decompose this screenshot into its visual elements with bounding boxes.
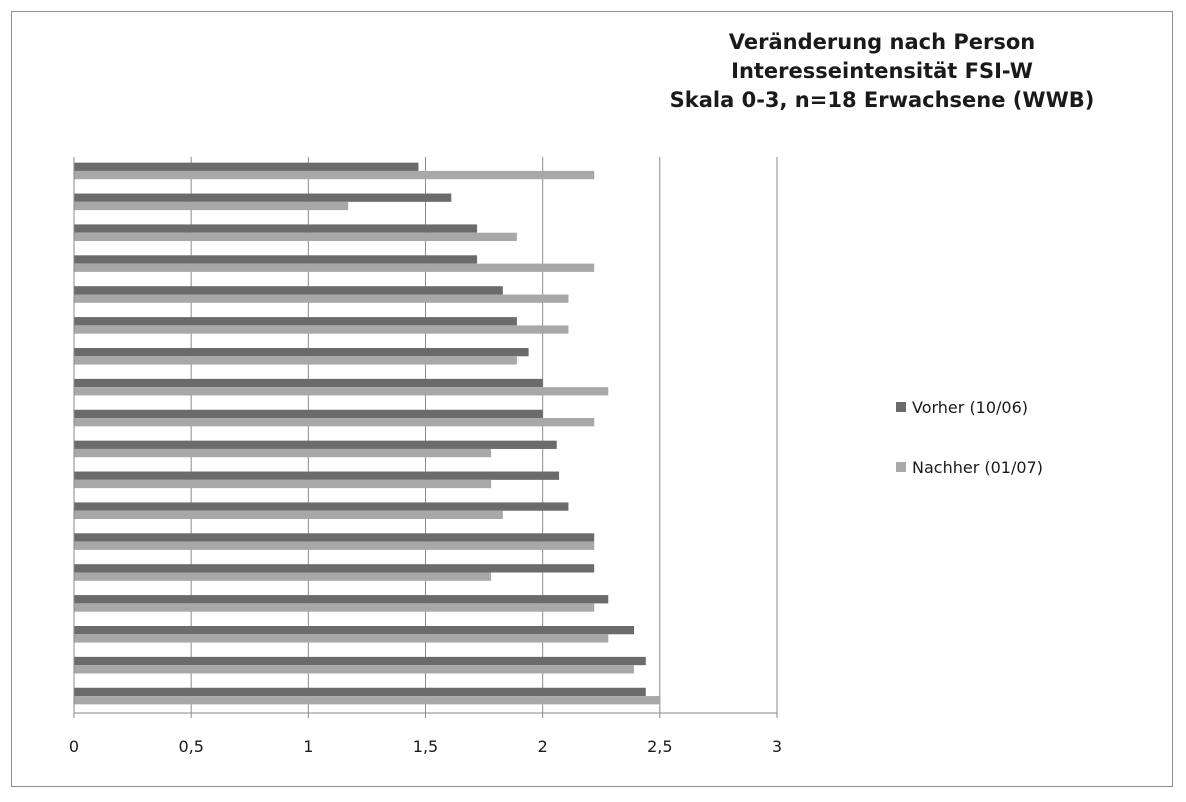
- bar-nachher: [74, 634, 609, 643]
- x-tick-label: 1: [303, 737, 313, 756]
- legend-swatch-nachher: [896, 462, 906, 472]
- bar-nachher: [74, 232, 517, 242]
- chart-title: Veränderung nach Person Interesseintensi…: [669, 30, 1095, 112]
- x-tick-label: 1,5: [413, 737, 438, 756]
- bar-vorher: [74, 378, 543, 388]
- bar-vorher: [74, 162, 419, 171]
- x-tick-labels: 0 0,5 1 1,5 2 2,5 3: [69, 737, 782, 756]
- bar-nachher: [74, 387, 609, 396]
- bar-vorher: [74, 224, 478, 233]
- legend-swatch-vorher: [896, 402, 906, 412]
- bar-vorher: [74, 409, 543, 419]
- bar-vorher: [74, 471, 560, 480]
- gridlines: [190, 157, 778, 713]
- bar-nachher: [74, 356, 517, 365]
- x-tick-label: 0: [69, 737, 79, 756]
- bar-vorher: [74, 656, 646, 666]
- bar-nachher: [74, 541, 595, 550]
- bar-nachher: [74, 572, 492, 581]
- bar-vorher: [74, 193, 452, 202]
- x-tick-label: 0,5: [178, 737, 203, 756]
- x-tick-label: 2: [538, 737, 548, 756]
- bar-vorher: [74, 255, 478, 264]
- bar-nachher: [74, 170, 595, 180]
- bar-nachher: [74, 325, 569, 334]
- bar-vorher: [74, 625, 635, 635]
- bar-nachher: [74, 510, 503, 520]
- legend: Vorher (10/06) Nachher (01/07): [896, 396, 1043, 516]
- bar-nachher: [74, 418, 595, 427]
- legend-item-vorher: Vorher (10/06): [896, 396, 1043, 418]
- bar-nachher: [74, 665, 635, 674]
- bar-nachher: [74, 479, 492, 489]
- bar-vorher: [74, 687, 646, 697]
- bar-nachher: [74, 294, 569, 303]
- bar-vorher: [74, 317, 517, 326]
- x-tick-label: 3: [772, 737, 782, 756]
- bar-vorher: [74, 347, 529, 357]
- bar-nachher: [74, 603, 595, 612]
- legend-item-nachher: Nachher (01/07): [896, 456, 1043, 478]
- bar-vorher: [74, 564, 595, 573]
- bar-vorher: [74, 286, 503, 295]
- bar-nachher: [74, 448, 492, 458]
- x-tick-label: 2,5: [647, 737, 672, 756]
- bar-vorher: [74, 533, 595, 542]
- bar-vorher: [74, 440, 557, 449]
- bar-vorher: [74, 595, 609, 604]
- bars: [74, 162, 660, 705]
- bar-vorher: [74, 502, 569, 511]
- bar-nachher: [74, 696, 660, 705]
- legend-label-nachher: Nachher (01/07): [912, 457, 1043, 477]
- bar-nachher: [74, 201, 349, 211]
- legend-label-vorher: Vorher (10/06): [912, 397, 1029, 417]
- axes: [73, 157, 778, 718]
- bar-nachher: [74, 263, 595, 272]
